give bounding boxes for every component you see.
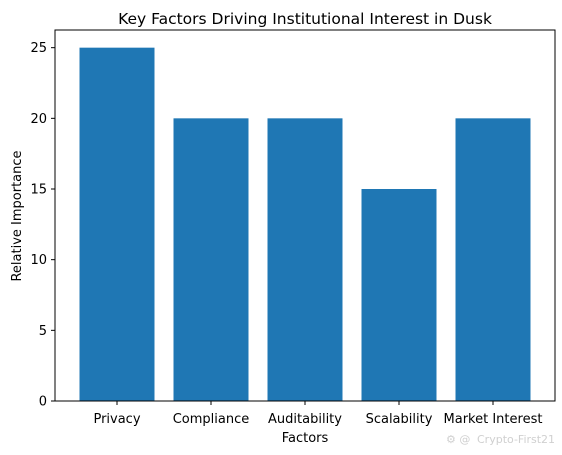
x-axis-ticks: Privacy Compliance Auditability Scalability…: [93, 401, 542, 427]
x-axis-label: Factors: [282, 431, 329, 446]
y-axis-ticks: 0 5 10 15 20 25: [30, 41, 55, 410]
y-tick-label: 0: [39, 395, 47, 410]
y-tick-label: 20: [30, 112, 47, 127]
plot-frame: [54, 29, 556, 402]
bar-scalability: [361, 189, 437, 401]
x-tick-label: Privacy: [93, 412, 140, 427]
chart-title: Key Factors Driving Institutional Intere…: [118, 10, 492, 28]
watermark: ⚙ @ Crypto-First21: [446, 433, 555, 446]
bar-privacy: [79, 47, 155, 402]
y-axis-label: Relative Importance: [10, 150, 25, 281]
y-tick-label: 25: [30, 41, 47, 56]
bar-market-interest: [455, 118, 531, 401]
x-tick-label: Market Interest: [444, 412, 543, 427]
x-tick-label: Auditability: [268, 412, 342, 427]
y-tick-label: 5: [39, 324, 47, 339]
bars-group: [79, 47, 531, 402]
watermark-icon: ⚙ @: [446, 433, 470, 446]
x-tick-label: Compliance: [173, 412, 250, 427]
x-tick-label: Scalability: [366, 412, 433, 427]
watermark-text: Crypto-First21: [477, 433, 555, 446]
y-tick-label: 15: [30, 183, 47, 198]
bar-compliance: [173, 118, 249, 401]
bar-auditability: [267, 118, 343, 401]
y-tick-label: 10: [30, 253, 47, 268]
